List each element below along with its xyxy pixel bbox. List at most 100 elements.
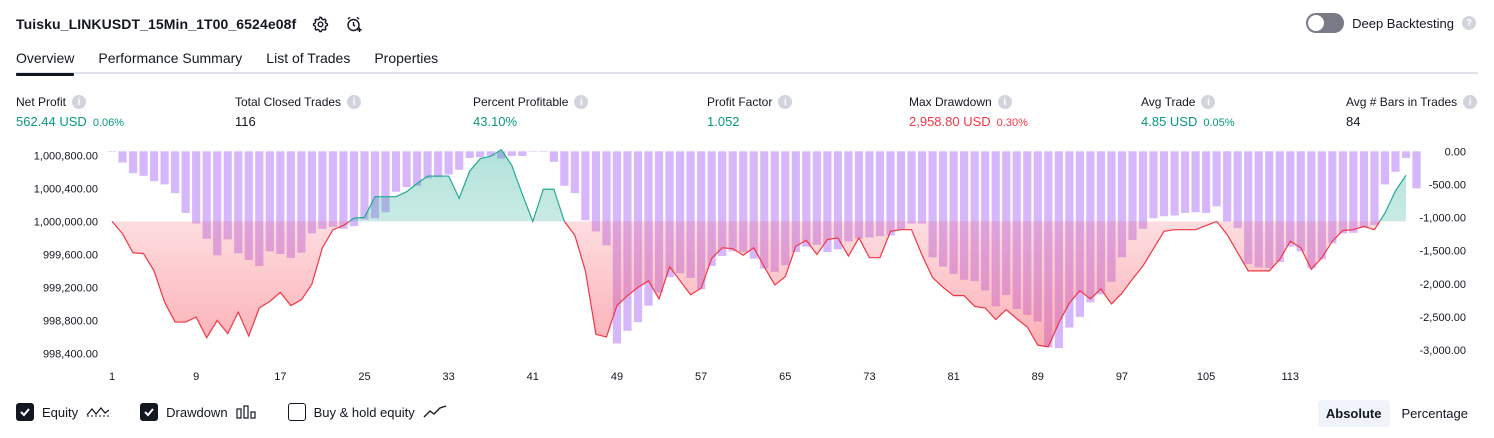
drawdown-bar	[770, 151, 779, 272]
drawdown-bar	[149, 151, 159, 182]
legend-buy-hold[interactable]: Buy & hold equity	[287, 403, 447, 421]
deep-backtesting: Deep Backtesting ?	[1306, 13, 1476, 33]
tab-properties[interactable]: Properties	[374, 50, 439, 66]
metric-label: Avg Trade	[1141, 95, 1196, 109]
metric-value: 4.85 USD	[1141, 114, 1198, 129]
drawdown-bar	[739, 151, 748, 253]
x-axis-tick: 97	[1116, 371, 1128, 383]
drawdown-bar	[518, 151, 527, 156]
drawdown-bars-icon	[235, 405, 256, 419]
settings-gear-icon[interactable]	[310, 14, 330, 34]
drawdown-bar	[1223, 151, 1232, 222]
drawdown-bar	[1296, 151, 1305, 252]
drawdown-bar	[1159, 151, 1169, 217]
drawdown-bar	[665, 151, 674, 278]
drawdown-bar	[412, 151, 422, 186]
metric-avg-trade: Avg Trade i 4.85 USD 0.05%	[1141, 94, 1235, 130]
right-axis-tick: -2,500.00	[1420, 312, 1466, 324]
absolute-button[interactable]: Absolute	[1317, 400, 1390, 427]
drawdown-bar	[1359, 151, 1369, 228]
drawdown-bar	[1401, 151, 1411, 158]
legend-drawdown[interactable]: Drawdown	[140, 403, 257, 421]
drawdown-bar	[854, 151, 864, 239]
drawdown-bar	[213, 151, 222, 256]
equity-line-negative	[111, 221, 1381, 348]
metric-percent: 0.06%	[92, 117, 125, 129]
left-axis-tick: 1,000,400.00	[34, 183, 98, 195]
drawdown-bar	[981, 151, 990, 291]
drawdown-checkbox[interactable]	[140, 403, 159, 421]
metric-value: 43.10%	[473, 114, 518, 129]
drawdown-bar	[107, 151, 117, 152]
drawdown-bar	[455, 151, 464, 170]
info-icon[interactable]: i	[1463, 95, 1478, 109]
drawdown-bar	[1317, 151, 1326, 260]
buy-hold-checkbox[interactable]	[287, 403, 306, 421]
deep-backtesting-toggle[interactable]	[1306, 13, 1345, 33]
equity-checkbox[interactable]	[16, 403, 34, 421]
metric-label: Profit Factor	[707, 95, 773, 109]
legend-label: Drawdown	[166, 404, 228, 420]
x-axis-tick: 17	[274, 371, 286, 383]
drawdown-bar	[1338, 151, 1347, 234]
metric-value: 2,958.80 USD	[909, 114, 991, 129]
chart-legend: Equity Drawdown Buy & hold equity	[16, 403, 447, 421]
info-icon[interactable]: i	[778, 95, 793, 109]
drawdown-bar	[581, 151, 590, 221]
drawdown-bar	[928, 151, 937, 258]
left-axis-tick: 1,000,000.00	[34, 216, 98, 228]
drawdown-bar	[1391, 151, 1400, 172]
info-icon[interactable]: i	[574, 95, 589, 109]
metric-profit-factor: Profit Factor i 1.052	[707, 94, 793, 130]
drawdown-bar	[402, 151, 411, 188]
info-icon[interactable]: i	[347, 95, 362, 109]
drawdown-bar	[1307, 151, 1316, 268]
metric-avg-bars-in-trades: Avg # Bars in Trades i 84	[1346, 94, 1478, 130]
tab-list-of-trades[interactable]: List of Trades	[266, 50, 351, 66]
percentage-button[interactable]: Percentage	[1401, 406, 1469, 421]
drawdown-bar	[728, 151, 737, 252]
tab-overview[interactable]: Overview	[16, 46, 75, 76]
drawdown-bar	[602, 151, 611, 246]
info-icon[interactable]: i	[1201, 95, 1216, 109]
drawdown-bar	[1412, 151, 1421, 189]
add-alert-clock-icon[interactable]	[344, 14, 364, 34]
equity-drawdown-chart[interactable]: 1,000,800.00 1,000,400.00 1,000,000.00 999,…	[0, 140, 1494, 390]
x-axis-tick: 105	[1197, 371, 1215, 383]
drawdown-bar	[875, 151, 885, 237]
drawdown-bar	[181, 151, 190, 213]
drawdown-bar	[370, 151, 380, 219]
x-axis-tick: 9	[193, 371, 199, 383]
equity-line-icon	[86, 407, 110, 417]
metric-value: 1.052	[707, 114, 740, 129]
help-icon[interactable]: ?	[1462, 16, 1476, 30]
x-axis-tick: 1	[109, 371, 115, 383]
metric-label: Max Drawdown	[909, 95, 992, 109]
left-axis-tick: 999,600.00	[43, 249, 98, 261]
metric-value: 562.44 USD	[16, 114, 87, 129]
drawdown-bar	[812, 151, 821, 245]
x-axis-tick: 73	[863, 371, 875, 383]
drawdown-bar	[423, 151, 432, 179]
drawdown-bar	[328, 151, 338, 227]
drawdown-bar	[823, 151, 832, 253]
metric-value: 84	[1346, 114, 1361, 129]
drawdown-bar	[139, 151, 148, 176]
metric-label: Percent Profitable	[473, 95, 569, 109]
x-axis-tick: 49	[611, 371, 623, 383]
drawdown-bar	[1233, 151, 1242, 229]
drawdown-bar	[1265, 151, 1274, 268]
drawdown-bar	[1328, 151, 1337, 244]
drawdown-bar	[718, 151, 727, 256]
legend-label: Equity	[42, 404, 79, 420]
toggle-knob	[1308, 15, 1325, 31]
drawdown-bar	[339, 151, 348, 229]
drawdown-bar	[1244, 151, 1253, 264]
info-icon[interactable]: i	[72, 95, 87, 109]
x-axis-tick: 65	[779, 371, 791, 383]
info-icon[interactable]: i	[997, 95, 1012, 109]
drawdown-bar	[192, 151, 201, 224]
legend-equity[interactable]: Equity	[16, 403, 110, 421]
tab-performance-summary[interactable]: Performance Summary	[98, 50, 243, 66]
drawdown-bar	[486, 151, 495, 156]
